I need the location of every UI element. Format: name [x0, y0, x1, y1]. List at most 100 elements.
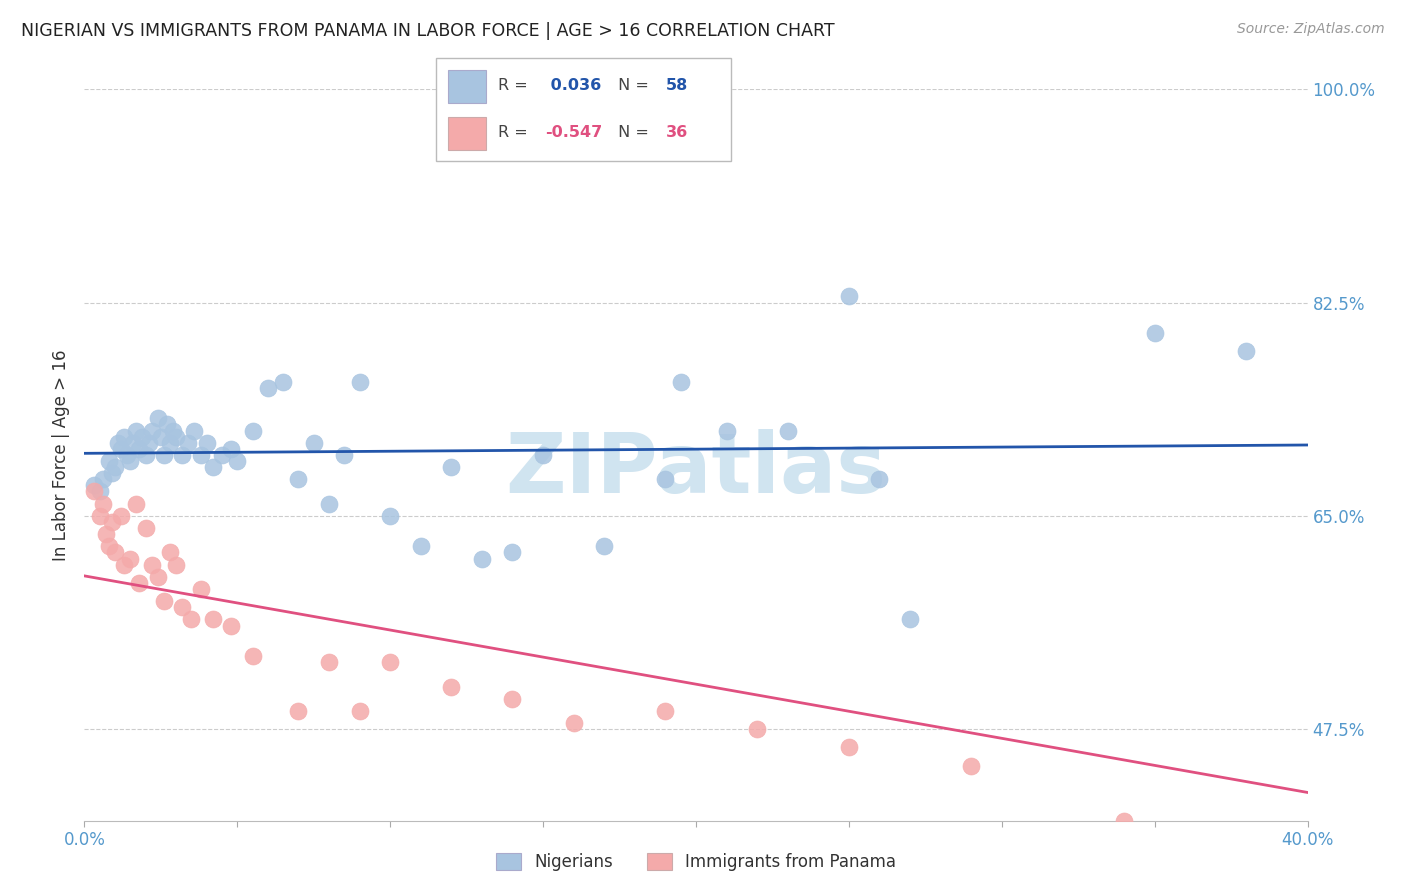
Point: [162, 424, 184, 438]
Point: [747, 723, 769, 737]
Point: [716, 424, 738, 438]
Point: [226, 454, 249, 468]
Point: [654, 472, 676, 486]
Point: [838, 740, 860, 755]
Point: [349, 375, 371, 389]
Point: [318, 497, 340, 511]
Point: [654, 704, 676, 718]
Point: [502, 545, 524, 559]
Point: [135, 521, 157, 535]
FancyBboxPatch shape: [447, 118, 486, 150]
Point: [149, 430, 172, 444]
Point: [776, 424, 799, 438]
Text: ZIPatlas: ZIPatlas: [506, 429, 886, 510]
Point: [125, 424, 148, 438]
Point: [89, 508, 111, 523]
Point: [146, 411, 169, 425]
Point: [131, 430, 153, 444]
Point: [380, 508, 402, 523]
Text: R =: R =: [498, 78, 533, 93]
Point: [531, 448, 554, 462]
Point: [110, 442, 132, 456]
Point: [156, 417, 179, 432]
Point: [242, 424, 264, 438]
Point: [91, 472, 114, 486]
Point: [153, 594, 176, 608]
Point: [287, 704, 309, 718]
Point: [271, 375, 294, 389]
Point: [122, 435, 145, 450]
Text: NIGERIAN VS IMMIGRANTS FROM PANAMA IN LABOR FORCE | AGE > 16 CORRELATION CHART: NIGERIAN VS IMMIGRANTS FROM PANAMA IN LA…: [21, 22, 835, 40]
Point: [101, 466, 124, 480]
Point: [172, 448, 194, 462]
Point: [104, 460, 127, 475]
FancyBboxPatch shape: [447, 70, 486, 103]
Point: [190, 448, 212, 462]
Point: [141, 424, 163, 438]
Point: [135, 448, 157, 462]
Point: [141, 558, 163, 572]
Text: N =: N =: [613, 126, 654, 140]
Text: 0.036: 0.036: [546, 78, 602, 93]
Point: [153, 448, 176, 462]
Point: [593, 539, 616, 553]
Point: [201, 460, 224, 475]
Point: [120, 551, 142, 566]
Point: [101, 515, 124, 529]
Point: [112, 430, 135, 444]
Point: [190, 582, 212, 596]
Point: [409, 539, 432, 553]
Text: N =: N =: [613, 78, 654, 93]
Point: [440, 680, 463, 694]
Point: [960, 758, 983, 772]
Point: [128, 442, 150, 456]
Point: [159, 435, 181, 450]
Point: [195, 435, 218, 450]
Point: [94, 527, 117, 541]
Point: [115, 448, 138, 462]
Point: [502, 691, 524, 706]
Point: [112, 558, 135, 572]
Point: [172, 600, 194, 615]
Point: [83, 478, 105, 492]
Point: [898, 613, 921, 627]
Point: [83, 484, 105, 499]
Point: [138, 435, 160, 450]
Point: [110, 508, 132, 523]
Point: [177, 435, 200, 450]
Text: -0.547: -0.547: [546, 126, 602, 140]
Text: 36: 36: [666, 126, 689, 140]
Point: [1143, 326, 1166, 340]
Point: [104, 545, 127, 559]
Point: [1236, 344, 1258, 359]
Point: [838, 289, 860, 303]
FancyBboxPatch shape: [436, 58, 731, 161]
Point: [1114, 814, 1136, 828]
Point: [91, 497, 114, 511]
Point: [201, 613, 224, 627]
Point: [562, 716, 585, 731]
Point: [159, 545, 181, 559]
Legend: Nigerians, Immigrants from Panama: Nigerians, Immigrants from Panama: [489, 847, 903, 878]
Point: [180, 613, 202, 627]
Point: [97, 454, 120, 468]
Point: [89, 484, 111, 499]
Text: 58: 58: [666, 78, 689, 93]
Point: [183, 424, 205, 438]
Point: [669, 375, 692, 389]
Point: [97, 539, 120, 553]
Point: [125, 497, 148, 511]
Point: [146, 570, 169, 584]
Point: [318, 655, 340, 669]
Point: [471, 551, 494, 566]
Point: [219, 442, 242, 456]
Point: [349, 704, 371, 718]
Point: [211, 448, 233, 462]
Point: [287, 472, 309, 486]
Point: [333, 448, 356, 462]
Point: [165, 558, 187, 572]
Point: [257, 381, 280, 395]
Text: R =: R =: [498, 126, 533, 140]
Point: [120, 454, 142, 468]
Point: [242, 649, 264, 664]
